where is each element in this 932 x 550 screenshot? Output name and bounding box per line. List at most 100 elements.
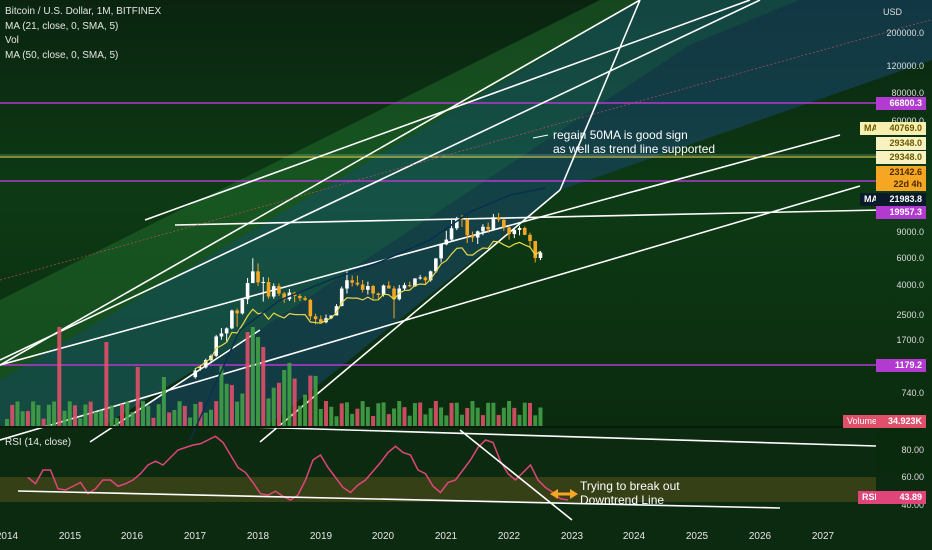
support-low-badge[interactable]: 1179.2: [876, 359, 926, 372]
candle-body: [402, 285, 407, 289]
volume-bar: [460, 414, 465, 427]
candle-body: [538, 252, 543, 259]
volume-bar: [245, 332, 250, 427]
candle-body: [230, 310, 234, 329]
volume-bar: [496, 415, 501, 427]
volume-bar: [365, 406, 370, 427]
rsi-legend[interactable]: RSI (14, close): [5, 437, 72, 448]
rsi-value-badge[interactable]: 43.89: [876, 491, 926, 504]
volume-bar: [88, 401, 93, 427]
volume-value-badge[interactable]: 34.923K: [876, 415, 926, 428]
volume-bar: [78, 418, 83, 427]
volume-bar: [125, 401, 130, 427]
trend-line: [0, 134, 841, 366]
candle-body: [449, 228, 454, 240]
candle-body: [203, 360, 208, 368]
price-annotation: regain 50MA is good sign as well as tren…: [553, 128, 715, 156]
candle-body: [334, 306, 339, 316]
volume-bar: [350, 413, 355, 427]
volume-bar: [522, 402, 527, 427]
candle-body: [355, 282, 360, 285]
volume-bar: [256, 337, 261, 427]
volume-bar: [533, 415, 538, 427]
support-mid-badge[interactable]: 19957.3: [876, 206, 926, 219]
volume-bar: [449, 402, 454, 427]
candle-body: [460, 218, 464, 220]
rsi-tick: 40.00: [901, 500, 924, 510]
volume-bar: [276, 382, 281, 427]
candle-body: [251, 271, 255, 284]
ma50-legend[interactable]: MA (50, close, 0, SMA, 5): [5, 49, 119, 61]
time-tick: 2020: [371, 531, 395, 542]
volume-bar: [167, 412, 172, 427]
volume-bar: [135, 367, 140, 427]
candle-body: [266, 281, 271, 297]
volume-bar: [25, 411, 30, 427]
volume-bar: [287, 362, 292, 427]
price-tick: 740.0: [901, 388, 924, 398]
volume-bar: [282, 370, 287, 427]
volume-bar: [120, 404, 125, 427]
candle-body: [418, 277, 422, 279]
volume-bar: [104, 342, 109, 427]
volume-bar: [334, 416, 339, 427]
candle-body: [439, 244, 443, 259]
time-tick: 2016: [120, 531, 144, 542]
channel-band-lower: [90, 0, 932, 440]
trend-line: [0, 0, 641, 366]
current-price-badge[interactable]: 23142.6: [876, 166, 926, 179]
price-tick: 4000.0: [896, 280, 924, 290]
yellow-level-badge-2[interactable]: 29348.0: [876, 151, 926, 164]
volume-bar: [5, 419, 9, 427]
rsi-line: [27, 435, 569, 501]
volume-bar: [397, 401, 402, 427]
candle-body: [522, 228, 527, 235]
volume-bar: [402, 407, 407, 427]
candle-body: [308, 299, 313, 317]
candle-body: [245, 283, 250, 300]
candle-body: [366, 286, 370, 290]
volume-bar: [161, 377, 166, 427]
candle-body: [271, 286, 276, 297]
ma50-value-badge[interactable]: 21983.8: [876, 193, 926, 206]
volume-bar: [261, 347, 266, 427]
ma21-legend[interactable]: MA (21, close, 0, SMA, 5): [5, 20, 119, 32]
volume-bar: [271, 387, 276, 427]
candle-body: [491, 217, 496, 230]
volume-bar: [392, 408, 397, 427]
candle-body: [465, 219, 470, 236]
yellow-level-badge-1[interactable]: 29348.0: [876, 137, 926, 150]
volume-bar: [313, 375, 318, 427]
volume-bar: [381, 402, 386, 427]
candle-body: [428, 271, 433, 281]
candle-body: [261, 281, 266, 283]
resistance-high-badge[interactable]: 66800.3: [876, 97, 926, 110]
price-tick: 120000.0: [886, 61, 924, 71]
volume-bar: [376, 403, 381, 427]
candle-body: [282, 293, 286, 300]
indicator-legend: Bitcoin / U.S. Dollar, 1M, BITFINEX MA (…: [5, 5, 161, 63]
candle-body: [345, 280, 349, 289]
annotation-line-2: as well as trend line supported: [553, 142, 716, 156]
rsi-tick: 80.00: [901, 445, 924, 455]
price-tick: 2500.0: [896, 310, 924, 320]
volume-bar: [62, 410, 67, 427]
volume-bar: [208, 409, 213, 427]
volume-bar: [360, 401, 365, 427]
candle-body: [235, 310, 239, 314]
volume-bar: [182, 405, 187, 427]
volume-bar: [193, 404, 198, 427]
volume-bar: [324, 401, 329, 427]
volume-bar: [501, 407, 506, 427]
time-tick: 2023: [560, 531, 584, 542]
rsi-pane: [0, 427, 876, 530]
time-tick: 2026: [748, 531, 772, 542]
rsi-trendline-lower: [17, 490, 781, 509]
volume-legend[interactable]: Vol: [5, 35, 19, 46]
ma21-line: [195, 240, 541, 370]
chart-title[interactable]: Bitcoin / U.S. Dollar, 1M, BITFINEX: [5, 6, 162, 17]
ma21-value-badge[interactable]: 40769.0: [876, 122, 926, 135]
time-tick: 2018: [246, 531, 270, 542]
